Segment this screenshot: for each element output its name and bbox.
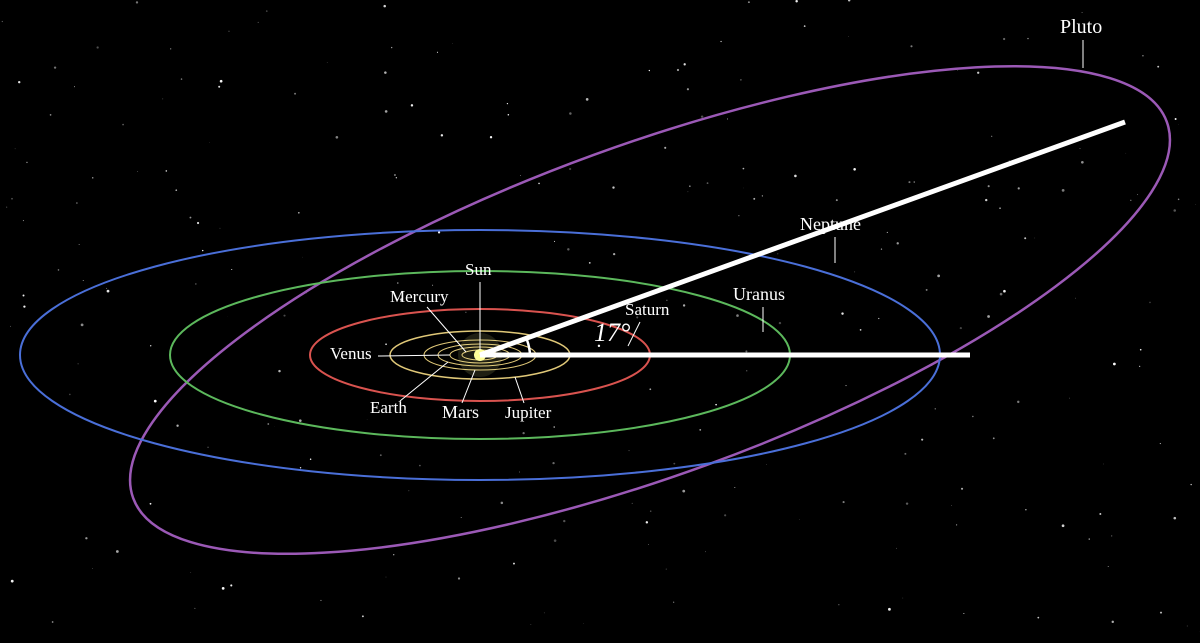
- label-mercury: Mercury: [390, 287, 449, 306]
- solar-system-diagram: 17° Pluto Neptune Uranus Saturn Sun Mercury Ven…: [0, 0, 1200, 643]
- label-uranus: Uranus: [733, 284, 785, 304]
- label-saturn: Saturn: [625, 300, 670, 319]
- label-earth: Earth: [370, 398, 407, 417]
- angle-label: 17°: [594, 318, 630, 347]
- label-venus: Venus: [330, 344, 372, 363]
- label-mars: Mars: [442, 402, 479, 422]
- label-neptune: Neptune: [800, 214, 861, 234]
- label-sun: Sun: [465, 260, 492, 279]
- label-jupiter: Jupiter: [505, 403, 552, 422]
- label-pluto: Pluto: [1060, 16, 1102, 38]
